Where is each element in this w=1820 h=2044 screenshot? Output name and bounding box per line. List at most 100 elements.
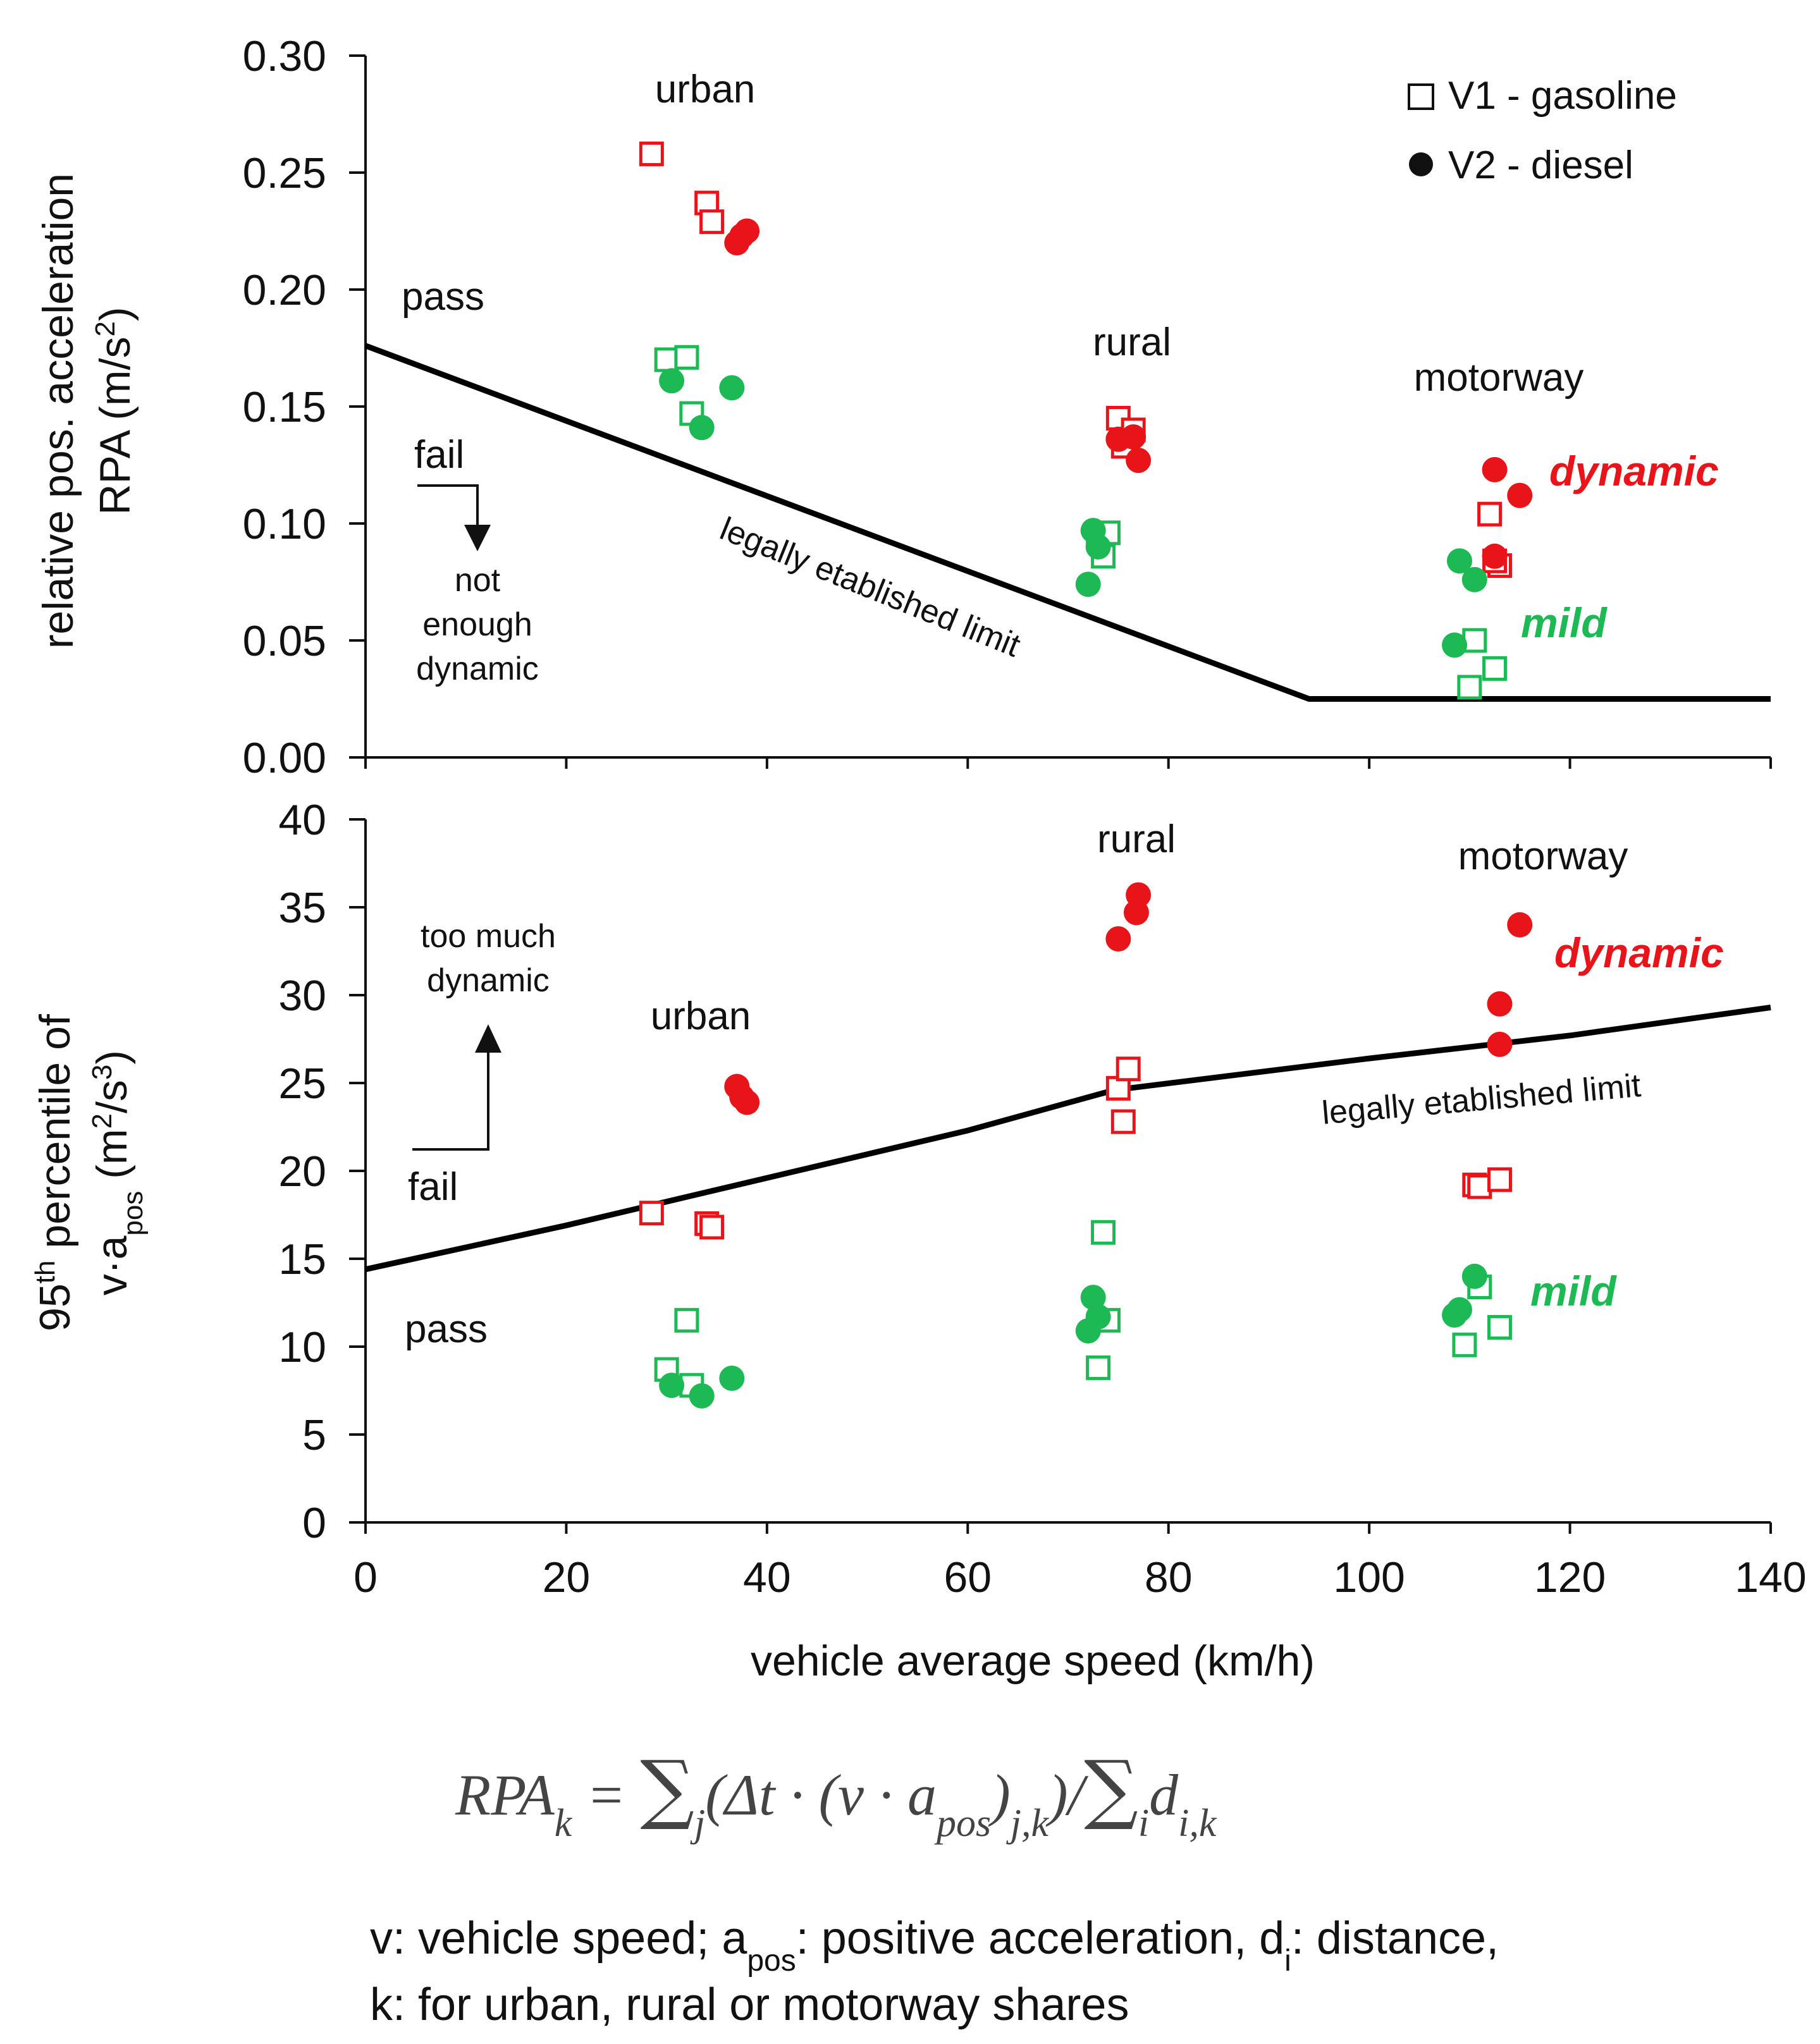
- rpa-limit-line: [364, 343, 1771, 702]
- legend-square-marker: [1408, 83, 1434, 110]
- percentile-limit-label: legally etablished limit: [1320, 1067, 1642, 1132]
- rpa-point-square: [1482, 656, 1508, 681]
- rpa-y-tick-label: 0.10: [243, 500, 326, 548]
- rpa-point-circle: [719, 375, 745, 401]
- x-tick-label: 40: [743, 1553, 791, 1601]
- rpa-point-circle: [1482, 543, 1508, 569]
- rpa-point-circle: [1075, 572, 1101, 597]
- percentile-point-circle: [1080, 1285, 1106, 1311]
- percentile-fail-label: fail: [408, 1165, 458, 1209]
- percentile-y-tick-label: 30: [278, 972, 326, 1020]
- percentile-point-circle: [1442, 1302, 1468, 1328]
- percentile-region-rural: rural: [1097, 817, 1176, 861]
- percentile-y-tick-label: 35: [278, 884, 326, 932]
- x-tick-label: 20: [543, 1553, 591, 1601]
- rpa-point-circle: [659, 368, 685, 394]
- percentile-point-circle: [659, 1373, 685, 1398]
- rpa-point-circle: [689, 415, 715, 441]
- percentile-y-tick-label: 15: [278, 1235, 326, 1283]
- percentile-y-tick-label: 40: [278, 796, 326, 844]
- percentile-mild-label: mild: [1530, 1268, 1617, 1314]
- rpa-chart: 0.00 0.05 0.10 0.15 0.20 0.25 0.30 relative po…: [34, 32, 1772, 782]
- rpa-point-square: [1457, 675, 1482, 700]
- rpa-not-enough-line3: dynamic: [416, 651, 539, 687]
- x-tick-label: 140: [1735, 1553, 1806, 1601]
- rpa-point-circle: [1085, 534, 1111, 560]
- rpa-not-enough-line2: enough: [422, 606, 532, 643]
- percentile-point-square: [1091, 1220, 1116, 1245]
- percentile-limit-polyline: [365, 1005, 1771, 1273]
- rpa-y-tick-label: 0.00: [243, 734, 326, 782]
- percentile-chart: 0 5 10 15 20 25 30 35 40 0 20 40 60 80 100 120 140 95th …: [30, 796, 1807, 1685]
- percentile-point-square: [1086, 1355, 1111, 1380]
- rpa-y-tick-label: 0.25: [243, 149, 326, 197]
- percentile-point-circle: [1461, 1263, 1487, 1289]
- rpa-formula: RPAk = ∑j(Δt · (v · apos)j,k)/∑idi,k: [455, 1745, 1217, 1845]
- rpa-region-motorway: motorway: [1414, 356, 1584, 400]
- percentile-point-square: [1110, 1109, 1136, 1134]
- percentile-y-tick-label: 25: [278, 1060, 326, 1108]
- rpa-pass-label: pass: [402, 275, 484, 319]
- rpa-axes: 0.00 0.05 0.10 0.15 0.20 0.25 0.30: [243, 32, 1772, 782]
- legend-v1-label: V1 - gasoline: [1448, 74, 1677, 118]
- percentile-point-square: [674, 1307, 699, 1333]
- percentile-point-circle: [729, 1084, 755, 1110]
- percentile-too-much-line1: too much: [421, 918, 556, 955]
- rpa-point-circle: [1126, 448, 1152, 474]
- rpa-point-square: [1462, 628, 1487, 653]
- rpa-point-square: [1477, 501, 1503, 527]
- percentile-point-circle: [689, 1383, 715, 1409]
- down-arrow-icon: [417, 484, 491, 551]
- percentile-point-square: [1116, 1056, 1141, 1082]
- caption: v: vehicle speed; apos: positive acceler…: [370, 1913, 1499, 2030]
- percentile-point-circle: [1487, 991, 1513, 1017]
- x-axis-title: vehicle average speed (km/h): [751, 1637, 1315, 1685]
- rpa-point-circle: [1442, 632, 1468, 658]
- x-tick-label: 120: [1534, 1553, 1606, 1601]
- caption-line2: k: for urban, rural or motorway shares: [370, 1980, 1129, 2030]
- percentile-point-square: [1467, 1174, 1492, 1199]
- rpa-y-tick-label: 0.15: [243, 383, 326, 431]
- percentile-point-circle: [1105, 926, 1131, 952]
- percentile-point-square: [1487, 1314, 1512, 1340]
- percentile-point-circle: [1126, 882, 1152, 908]
- rpa-point-square: [699, 209, 725, 235]
- rpa-point-circle: [729, 223, 755, 248]
- rpa-point-circle: [1461, 566, 1487, 592]
- rpa-y-tick-label: 0.30: [243, 32, 326, 80]
- x-tick-label: 0: [354, 1553, 378, 1601]
- rpa-point-circle: [1507, 482, 1533, 508]
- percentile-point-square: [1487, 1167, 1512, 1192]
- rpa-point-square: [639, 141, 664, 166]
- percentile-point-square: [639, 1201, 664, 1226]
- percentile-region-motorway: motorway: [1458, 835, 1628, 878]
- percentile-y-tick-label: 0: [302, 1499, 326, 1547]
- rpa-point-circle: [1121, 424, 1147, 450]
- up-arrow-icon: [412, 1024, 501, 1151]
- rpa-point-circle: [1482, 456, 1508, 482]
- rpa-y-tick-label: 0.05: [243, 617, 326, 665]
- rpa-limit-polyline: [364, 343, 1771, 702]
- percentile-point-square: [1452, 1332, 1477, 1357]
- rpa-dynamic-label: dynamic: [1549, 448, 1719, 494]
- rpa-data-points: [639, 141, 1533, 700]
- rpa-mild-label: mild: [1521, 599, 1608, 646]
- legend-circle-marker: [1409, 152, 1433, 176]
- caption-line1: v: vehicle speed; apos: positive acceler…: [370, 1913, 1499, 1978]
- percentile-limit-line: [365, 1005, 1771, 1273]
- legend-v2-label: V2 - diesel: [1448, 144, 1633, 187]
- rpa-region-urban: urban: [655, 68, 756, 111]
- percentile-y-tick-label: 20: [278, 1147, 326, 1196]
- rpa-point-square: [654, 347, 679, 372]
- rpa-y-axis-title-line1: relative pos. acceleration: [34, 173, 82, 649]
- percentile-point-square: [699, 1215, 725, 1240]
- formula-text: RPAk = ∑j(Δt · (v · apos)j,k)/∑idi,k: [455, 1745, 1217, 1845]
- legend: V1 - gasoline V2 - diesel: [1408, 74, 1677, 187]
- percentile-y-tick-label: 5: [302, 1411, 326, 1459]
- percentile-y-axis-title-line2: v·apos (m2/s3): [87, 1050, 149, 1295]
- x-tick-label: 60: [944, 1553, 992, 1601]
- rpa-y-axis-title-line2: RPA (m/s2): [90, 307, 140, 515]
- percentile-y-tick-label: 10: [278, 1323, 326, 1371]
- percentile-pass-label: pass: [405, 1307, 488, 1351]
